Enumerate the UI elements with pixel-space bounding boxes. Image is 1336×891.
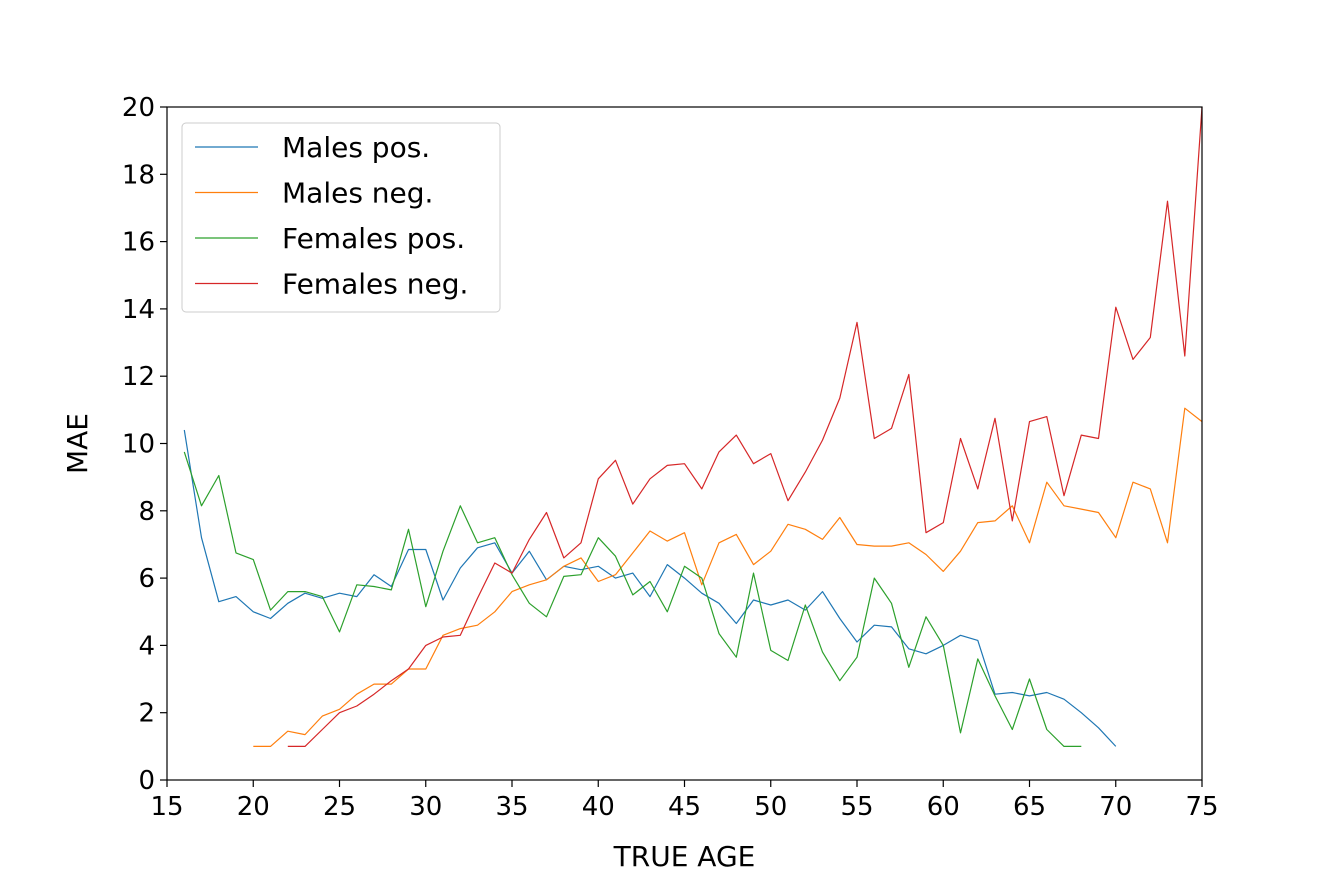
legend-label: Females neg. xyxy=(282,268,468,301)
y-tick-label: 4 xyxy=(138,631,155,661)
x-tick-label: 15 xyxy=(150,792,183,822)
x-tick-label: 55 xyxy=(840,792,873,822)
x-tick-label: 30 xyxy=(409,792,442,822)
y-tick-label: 0 xyxy=(138,766,155,796)
legend-label: Males neg. xyxy=(282,177,433,210)
legend-label: Males pos. xyxy=(282,131,430,164)
y-tick-label: 20 xyxy=(122,93,155,123)
plot-area: 15 20 25 30 35 40 45 50 55 60 65 70 75 0 2 4 6 8 10 12 14 16 1… xyxy=(122,93,1219,822)
y-tick-label: 18 xyxy=(122,160,155,190)
x-tick-label: 45 xyxy=(668,792,701,822)
y-axis-title: MAE xyxy=(61,413,94,474)
y-tick-label: 2 xyxy=(138,699,155,729)
legend: Males pos. Males neg. Females pos. Females … xyxy=(181,122,501,313)
x-tick-label: 35 xyxy=(495,792,528,822)
x-tick-label: 65 xyxy=(1013,792,1046,822)
legend-label: Females pos. xyxy=(282,222,465,255)
y-tick-label: 12 xyxy=(122,362,155,392)
series-lines xyxy=(183,106,1203,748)
x-tick-label: 70 xyxy=(1099,792,1132,822)
plot-frame xyxy=(166,106,1203,781)
series-line-females-pos xyxy=(183,451,1082,748)
y-tick-label: 16 xyxy=(122,228,155,258)
legend-box xyxy=(181,122,501,313)
series-line-males-neg xyxy=(253,407,1203,748)
x-tick-label: 60 xyxy=(927,792,960,822)
series-line-females-neg xyxy=(287,106,1203,748)
x-tick-label: 50 xyxy=(754,792,787,822)
y-tick-label: 8 xyxy=(138,497,155,527)
x-tick-label: 40 xyxy=(582,792,615,822)
x-tick-label: 25 xyxy=(323,792,356,822)
x-tick-label: 20 xyxy=(237,792,270,822)
x-tick-label: 75 xyxy=(1185,792,1218,822)
y-tick-label: 14 xyxy=(122,295,155,325)
y-tick-label: 10 xyxy=(122,430,155,460)
series-line-males-pos xyxy=(183,429,1117,747)
axis-ticks: 15 20 25 30 35 40 45 50 55 60 65 70 75 0 2 4 6 8 10 12 14 16 1… xyxy=(122,93,1219,822)
x-axis-title: TRUE AGE xyxy=(613,840,756,873)
y-tick-label: 6 xyxy=(138,564,155,594)
